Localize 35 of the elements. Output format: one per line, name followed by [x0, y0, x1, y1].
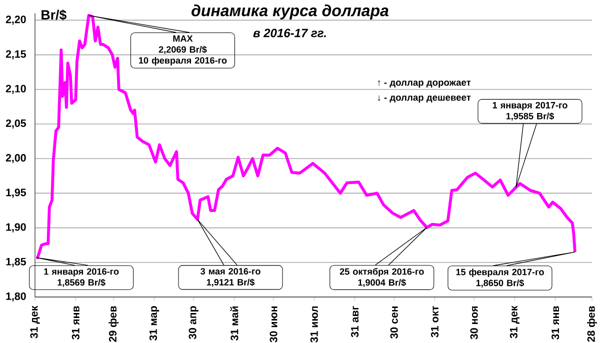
y-tick-label: 2,10	[6, 84, 26, 94]
x-tick-label: 31 авг	[351, 306, 359, 338]
annotation: ↓ - доллар дешевеет	[378, 95, 471, 103]
text: в 2016-17 гг.	[253, 28, 326, 38]
x-tick-label: 31 дек	[510, 306, 520, 338]
y-axis-title: Br/$	[42, 10, 66, 20]
x-tick-label: 31 окт	[430, 306, 439, 338]
annotation: ↑ - доллар дорожает	[378, 80, 471, 88]
annotation: 25 октября 2016-го 1,9004 Br/$	[340, 268, 424, 288]
x-tick-label: 31 мар	[149, 306, 160, 340]
x-tick-label: 31 янв	[552, 306, 560, 340]
x-tick-label: 28 фев	[587, 306, 597, 342]
y-tick-label: 1,80	[6, 292, 26, 302]
y-tick-label: 2,20	[6, 16, 26, 25]
y-tick-label: 2,00	[6, 154, 26, 164]
x-tick-label: 31 июл	[310, 306, 318, 342]
annotation: MAX 2,2069 Br/$ 10 февраля 2016-го	[139, 35, 227, 66]
annotation: 3 мая 2016-го 1,9121 Br/$	[200, 268, 260, 287]
annotation: 15 февраля 2017-го 1,8650 Br/$	[456, 268, 544, 288]
y-tick-label: 2,15	[6, 50, 26, 60]
x-tick-label: 31 май	[230, 306, 238, 341]
x-tick-label: 30 сен	[390, 306, 398, 339]
y-tick-label: 2,05	[6, 119, 26, 129]
x-tick-label: 30 апр	[188, 306, 198, 340]
chart-title: динамика курса доллара	[192, 4, 388, 20]
y-tick-label: 1,90	[6, 223, 26, 232]
x-tick-label: 29 фев	[108, 306, 119, 342]
annotation: 1 января 2017-го 1,9585 Br/$	[492, 102, 568, 121]
annotation: 1 января 2016-го 1,8569 Br/$	[44, 268, 119, 287]
x-tick-label: 30 июн	[270, 306, 278, 342]
x-tick-label: 31 дек	[30, 306, 40, 338]
x-tick-label: 31 янв	[72, 306, 80, 340]
y-tick-label: 1,95	[6, 188, 26, 198]
x-tick-label: 30 ноя	[470, 306, 478, 340]
y-tick-label: 1,85	[6, 258, 26, 267]
